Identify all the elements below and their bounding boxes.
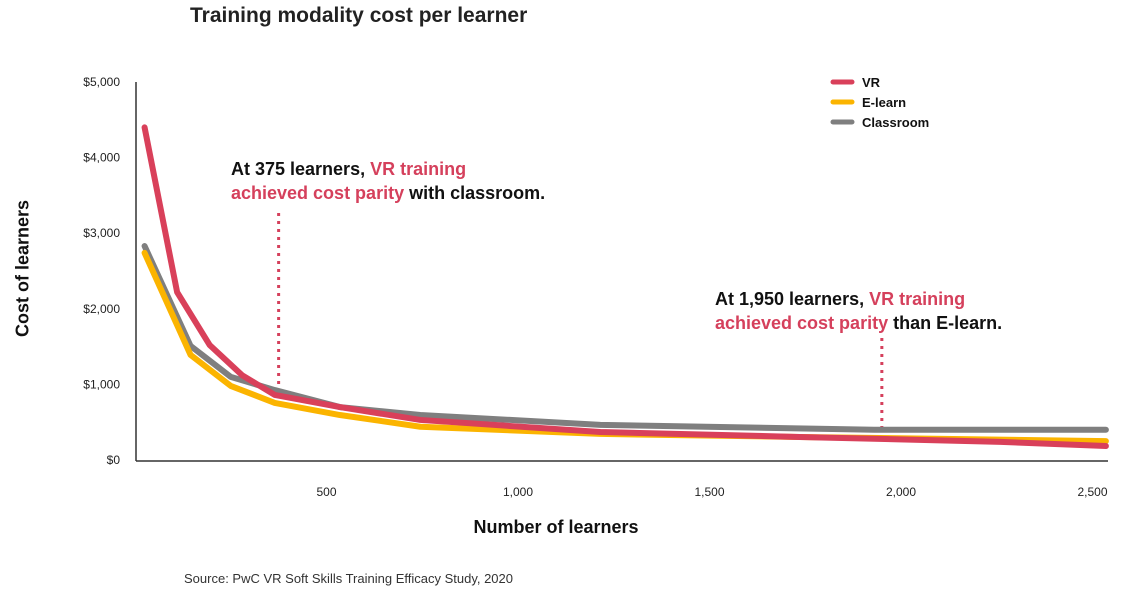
annotation-1950: At 1,950 learners, VR training achieved … (715, 287, 1002, 335)
annotation-375: At 375 learners, VR training achieved co… (231, 157, 545, 205)
annotation-text: than E-learn. (888, 313, 1003, 333)
series-line-vr (141, 124, 1109, 450)
y-tick-label: $2,000 (83, 302, 120, 316)
x-axis-label: Number of learners (473, 517, 639, 537)
x-tick-label: 1,000 (503, 485, 533, 499)
x-tick-label: 2,000 (886, 485, 916, 499)
annotation-highlight: VR training (370, 159, 467, 179)
series-line-classroom (141, 243, 1109, 433)
legend-label: Classroom (862, 115, 929, 130)
y-tick-label: $5,000 (83, 75, 120, 89)
annotation-highlight: achieved cost parity (715, 313, 889, 333)
annotation-text: At 1,950 learners, (715, 289, 870, 309)
legend-label: E-learn (862, 95, 906, 110)
x-tick-label: 1,500 (694, 485, 724, 499)
y-tick-label: $0 (107, 453, 121, 467)
source-note: Source: PwC VR Soft Skills Training Effi… (184, 571, 513, 586)
y-tick-label: $3,000 (83, 226, 120, 240)
x-tick-label: 2,500 (1077, 485, 1107, 499)
legend-label: VR (862, 75, 881, 90)
y-tick-label: $1,000 (83, 377, 120, 391)
series-line-e-learn (141, 249, 1109, 445)
annotation-text: with classroom. (404, 183, 546, 203)
annotation-text: At 375 learners, (231, 159, 371, 179)
chart-title: Training modality cost per learner (190, 4, 528, 27)
x-tick-label: 500 (316, 485, 336, 499)
y-tick-label: $4,000 (83, 151, 120, 165)
annotation-highlight: VR training (869, 289, 966, 309)
annotation-highlight: achieved cost parity (231, 183, 405, 203)
